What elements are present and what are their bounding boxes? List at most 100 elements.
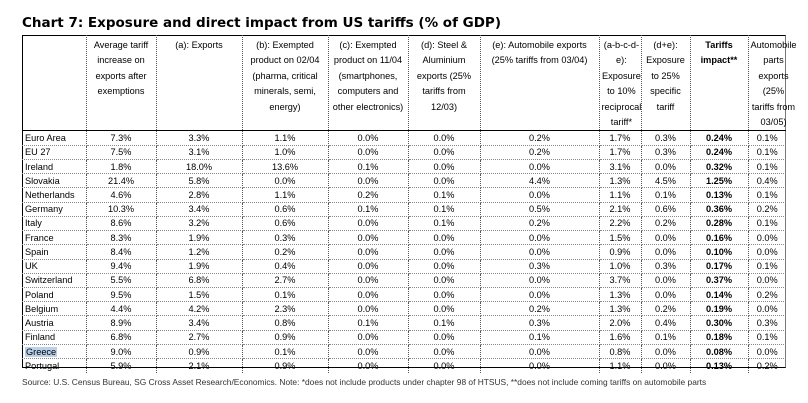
table-cell: 0.0% (480, 244, 600, 260)
table-cell: 0.9% (599, 244, 642, 260)
country-name: Ireland (25, 161, 54, 172)
country-label: EU 27 (22, 145, 87, 160)
chart-title: Chart 7: Exposure and direct impact from… (22, 15, 501, 31)
table-cell: 0.1% (748, 330, 786, 345)
table-cell: 0.0% (641, 159, 691, 175)
table-cell: 10.3% (86, 202, 157, 217)
table-cell: 1.3% (599, 301, 642, 317)
table-cell: 4.6% (86, 187, 157, 203)
table-row: France 8.3% 1.9% 0.3% 0.0% 0.0% 0.0% 1.5% 0.0% 0.… (22, 230, 786, 246)
table-cell: 2.1% (599, 202, 642, 217)
table-cell: 4.4% (86, 301, 157, 317)
table-cell: 0.0% (328, 273, 409, 289)
table-cell: 0.0% (748, 230, 786, 246)
table-cell: 0.1% (328, 159, 409, 175)
table-row: Netherlands 4.6% 2.8% 1.1% 0.2% 0.1% 0.0% 1.1% 0… (22, 187, 786, 203)
table-cell: 0.0% (480, 344, 600, 360)
table-cell: 1.1% (599, 358, 642, 373)
table-cell: 0.6% (242, 216, 329, 232)
table-cell: 0.0% (408, 358, 481, 373)
table-cell: 0.1% (748, 187, 786, 203)
country-name: Portugal (25, 361, 60, 372)
table-cell: 3.1% (156, 145, 243, 160)
table-cell: 0.0% (748, 273, 786, 289)
table-cell: 0.2% (480, 301, 600, 317)
table-cell: 0.0% (480, 159, 600, 175)
table-cell: 0.0% (641, 244, 691, 260)
country-label: Italy (22, 216, 87, 232)
column-header: (b): Exempted product on 02/04 (pharma, … (242, 35, 329, 132)
table-row: Portugal 5.9% 2.1% 0.9% 0.0% 0.0% 0.0% 1.1% 0.0%… (22, 358, 786, 373)
table-cell: 0.1% (748, 145, 786, 160)
table-cell: 0.2% (756, 361, 778, 372)
table-cell: 1.7% (599, 130, 642, 146)
table-cell: 0.1% (328, 202, 409, 217)
table-cell: 5.8% (156, 173, 243, 189)
table-cell: 0.14% (690, 287, 749, 303)
table-cell: 0.0% (328, 301, 409, 317)
country-label: Netherlands (22, 187, 87, 203)
country-name: Spain (25, 246, 49, 257)
table-cell: 0.0% (408, 130, 481, 146)
table-cell: 0.2% (242, 244, 329, 260)
table-cell: 0.08% (690, 344, 749, 360)
table-cell: 0.0% (328, 216, 409, 232)
table-cell: 4.4% (480, 173, 600, 189)
table-cell: 6.8% (86, 330, 157, 345)
table-cell: 0.3% (480, 315, 600, 331)
country-label: Spain (22, 244, 87, 260)
table-row: Slovakia 21.4% 5.8% 0.0% 0.0% 0.0% 4.4% 1.3% 4.5… (22, 173, 786, 189)
table-cell: 1.3% (599, 173, 642, 189)
country-label: France (22, 230, 87, 246)
table-cell: 0.0% (748, 301, 786, 317)
table-cell: 0.3% (641, 145, 691, 160)
table-cell: 0.0% (408, 301, 481, 317)
table-cell: 0.2% (480, 130, 600, 146)
table-cell: 0.6% (641, 202, 691, 217)
table-cell: 0.2% (641, 301, 691, 317)
table-row: Finland 6.8% 2.7% 0.9% 0.0% 0.0% 0.1% 1.6% 0.1% 0… (22, 330, 786, 345)
table-cell: 3.3% (156, 130, 243, 146)
table-cell: 1.2% (156, 244, 243, 260)
column-header: (c): Exempted product on 11/04 (smartpho… (328, 35, 409, 132)
country-name: Poland (25, 289, 54, 300)
tariff-table: Average tariff increase on exports after… (22, 35, 796, 373)
table-cell: 3.1% (599, 159, 642, 175)
table-cell: 0.13% (690, 187, 749, 203)
table-cell: 0.0% (480, 230, 600, 246)
table-cell: 3.2% (156, 216, 243, 232)
table-cell: 0.1% (242, 344, 329, 360)
table-cell: 0.0% (641, 273, 691, 289)
column-header: (a-b-c-d-e): Exposure to 10% reciprocal … (599, 35, 642, 132)
table-cell: 0.0% (408, 145, 481, 160)
table-cell: 0.1% (328, 315, 409, 331)
column-header: (a): Exports (156, 35, 243, 132)
table-cell: 0.1% (408, 216, 481, 232)
table-cell: 0.0% (748, 344, 786, 360)
table-cell: 0.2% (480, 216, 600, 232)
table-cell: 0.0% (480, 287, 600, 303)
table-cell: 0.0% (408, 230, 481, 246)
table-cell: 8.4% (86, 244, 157, 260)
table-cell: 0.3% (748, 315, 786, 331)
table-cell: 0.1% (641, 330, 691, 345)
table-cell: 0.0% (328, 130, 409, 146)
table-cell: 7.5% (86, 145, 157, 160)
table-cell: 0.2% (641, 216, 691, 232)
table-cell: 0.6% (242, 202, 329, 217)
table-cell: 5.9% (86, 358, 157, 373)
table-cell: 0.1% (408, 187, 481, 203)
table-cell: 1.0% (599, 259, 642, 274)
table-cell: 0.0% (328, 344, 409, 360)
table-cell: 0.1% (748, 259, 786, 274)
table-cell: 2.2% (599, 216, 642, 232)
country-name: Belgium (25, 303, 59, 314)
country-label: Greece (22, 344, 87, 360)
table-cell: 9.4% (86, 259, 157, 274)
table-row: UK 9.4% 1.9% 0.4% 0.0% 0.0% 0.3% 1.0% 0.3% 0.17% 0… (22, 259, 786, 274)
table-cell: 1.9% (156, 259, 243, 274)
table-cell: 0.10% (690, 244, 749, 260)
table-cell: 0.0% (328, 358, 409, 373)
table-cell: 0.0% (328, 287, 409, 303)
table-cell: 0.2% (748, 287, 786, 303)
